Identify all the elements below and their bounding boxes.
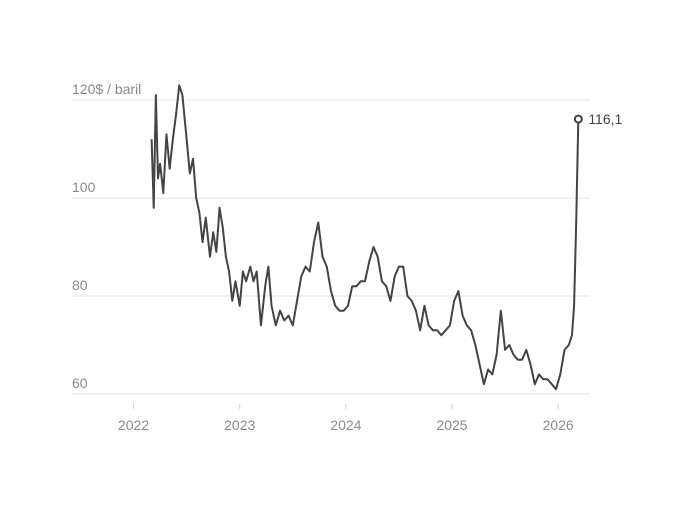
x-tick-label: 2025 <box>436 417 467 433</box>
x-tick-label: 2022 <box>118 417 149 433</box>
x-tick-label: 2026 <box>543 417 574 433</box>
x-tick-label: 2024 <box>330 417 361 433</box>
x-tick-label: 2023 <box>224 417 255 433</box>
y-tick-label: 120$ / baril <box>72 81 141 97</box>
end-marker <box>573 114 583 124</box>
y-tick-label: 80 <box>72 277 88 293</box>
value-label: 116,1 <box>588 111 622 127</box>
price-line <box>150 84 580 391</box>
y-tick-label: 60 <box>72 375 88 391</box>
y-tick-label: 100 <box>72 179 96 195</box>
